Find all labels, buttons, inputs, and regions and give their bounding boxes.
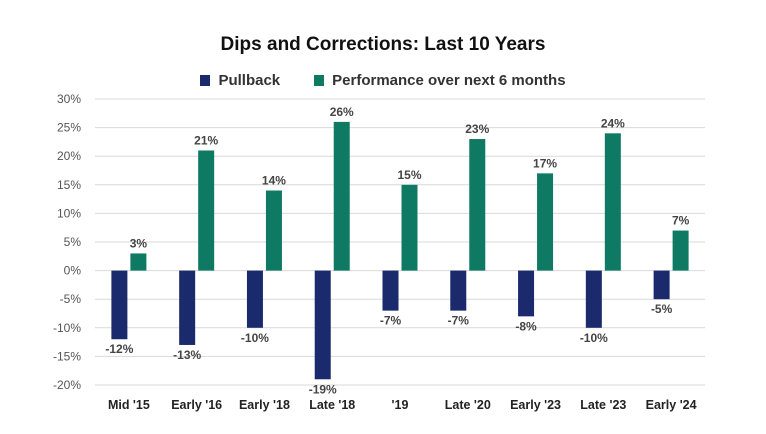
chart-title: Dips and Corrections: Last 10 Years xyxy=(220,34,546,55)
x-tick-label: Late '18 xyxy=(309,398,355,412)
pullback-bar xyxy=(246,270,263,328)
legend-item-performance: Performance over next 6 months xyxy=(314,72,566,89)
legend-label-pullback: Pullback xyxy=(218,72,281,89)
y-tick-label: 10% xyxy=(57,206,81,220)
x-tick-label: Early '24 xyxy=(646,398,697,412)
x-tick-label: Late '20 xyxy=(445,398,491,412)
legend-swatch-performance xyxy=(314,75,325,86)
performance-data-label: 14% xyxy=(262,174,286,188)
legend-item-pullback: Pullback xyxy=(200,72,280,89)
y-tick-label: 30% xyxy=(57,92,81,106)
pullback-data-label: -12% xyxy=(105,342,133,356)
y-tick-label: 0% xyxy=(64,264,82,278)
x-tick-label: Early '16 xyxy=(171,398,222,412)
performance-data-label: 3% xyxy=(130,236,148,250)
pullback-data-label: -19% xyxy=(309,382,337,396)
y-tick-label: -5% xyxy=(60,292,82,306)
performance-bar xyxy=(401,184,418,271)
performance-data-label: 26% xyxy=(330,105,354,119)
performance-bar xyxy=(130,253,147,271)
pullback-bar xyxy=(653,270,670,300)
pullback-bar xyxy=(111,270,128,340)
y-tick-label: 25% xyxy=(57,121,81,135)
x-tick-label: Early '23 xyxy=(510,398,561,412)
legend-swatch-pullback xyxy=(200,75,211,86)
y-tick-label: 15% xyxy=(57,178,81,192)
performance-bar xyxy=(333,121,350,271)
pullback-data-label: -8% xyxy=(515,319,537,333)
x-tick-label: Late '23 xyxy=(580,398,626,412)
x-tick-label: Early '18 xyxy=(239,398,290,412)
x-tick-label: '19 xyxy=(392,398,409,412)
y-tick-label: -10% xyxy=(53,321,81,335)
pullback-data-label: -10% xyxy=(580,331,608,345)
pullback-bar xyxy=(585,270,602,328)
pullback-data-label: -5% xyxy=(651,302,673,316)
legend-label-performance: Performance over next 6 months xyxy=(332,72,566,89)
pullback-data-label: -7% xyxy=(448,314,470,328)
y-tick-label: 20% xyxy=(57,149,81,163)
pullback-data-label: -10% xyxy=(241,331,269,345)
y-tick-label: 5% xyxy=(64,235,82,249)
y-tick-label: -20% xyxy=(53,378,81,392)
performance-bar xyxy=(198,150,215,271)
pullback-data-label: -13% xyxy=(173,348,201,362)
performance-data-label: 23% xyxy=(465,122,489,136)
pullback-data-label: -7% xyxy=(380,314,402,328)
pullback-bar xyxy=(450,270,467,311)
performance-bar xyxy=(265,190,282,271)
performance-bar xyxy=(537,173,554,271)
performance-data-label: 21% xyxy=(194,133,218,147)
pullback-bar xyxy=(179,270,196,345)
performance-bar xyxy=(469,139,486,271)
performance-data-label: 24% xyxy=(601,116,625,130)
performance-data-label: 15% xyxy=(397,168,421,182)
chart-legend: Pullback Performance over next 6 months xyxy=(0,72,766,89)
x-tick-label: Mid '15 xyxy=(108,398,150,412)
pullback-bar xyxy=(382,270,399,311)
pullback-bar xyxy=(314,270,331,380)
y-tick-label: -15% xyxy=(53,349,81,363)
performance-bar xyxy=(672,230,689,271)
pullback-bar xyxy=(518,270,535,317)
performance-data-label: 17% xyxy=(533,156,557,170)
performance-bar xyxy=(604,133,621,271)
performance-data-label: 7% xyxy=(672,214,690,228)
